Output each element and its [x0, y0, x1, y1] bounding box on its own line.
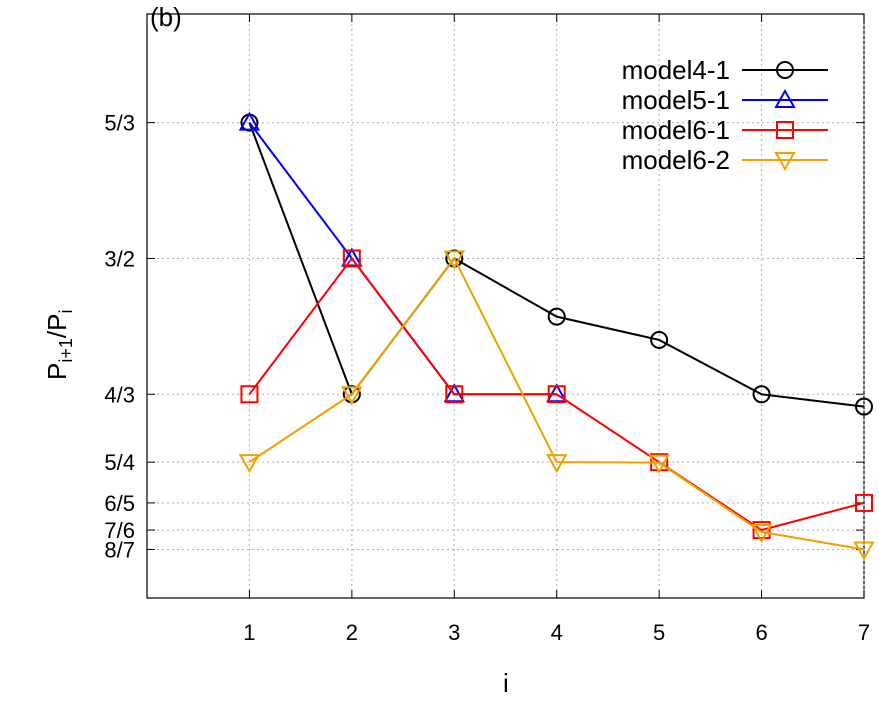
- data-point-model6-2: [648, 454, 670, 474]
- x-axis-label: i: [503, 668, 509, 698]
- y-axis-label: Pi+1/Pi: [42, 309, 77, 380]
- data-point-model6-1: [240, 385, 259, 404]
- legend-marker-model6-2: [774, 152, 796, 172]
- series-line-model6-2: [248, 256, 865, 551]
- y-tick-label: 5/4: [104, 450, 135, 475]
- data-point-model4-1: [547, 307, 566, 326]
- x-tick-label: 2: [346, 620, 358, 645]
- legend-marker-model6-1: [776, 121, 794, 139]
- x-tick-label: 5: [653, 620, 665, 645]
- y-tick-label: 6/5: [104, 491, 135, 516]
- legend-label: model4-1: [622, 55, 730, 85]
- data-point-model5-1: [238, 111, 261, 131]
- data-point-model4-1: [855, 397, 873, 416]
- data-point-model4-1: [650, 330, 669, 349]
- y-tick-label: 7/6: [104, 518, 135, 543]
- y-tick-label: 3/2: [104, 246, 135, 271]
- data-point-model6-2: [341, 386, 363, 406]
- x-tick-label: 6: [755, 620, 767, 645]
- y-tick-label: 5/3: [104, 111, 135, 136]
- y-tick-label: 8/7: [104, 537, 135, 562]
- x-tick-label: 4: [551, 620, 563, 645]
- legend-marker-model5-1: [774, 88, 796, 108]
- data-point-model6-1: [855, 493, 873, 512]
- x-tick-label: 1: [243, 620, 255, 645]
- data-point-model6-2: [750, 523, 773, 544]
- legend-label: model6-2: [622, 145, 730, 175]
- x-tick-label: 3: [448, 620, 460, 645]
- y-tick-label: 4/3: [104, 382, 135, 407]
- data-point-model6-2: [238, 454, 261, 474]
- data-point-model6-2: [443, 250, 465, 270]
- data-point-model6-1: [445, 385, 464, 404]
- x-tick-label: 7: [858, 620, 870, 645]
- panel-label: (b): [150, 2, 182, 32]
- legend-label: model6-1: [622, 115, 730, 145]
- legend-marker-model4-1: [776, 61, 794, 79]
- data-point-model6-2: [853, 541, 875, 561]
- legend-label: model5-1: [622, 85, 730, 115]
- data-point-model6-1: [547, 385, 566, 404]
- data-point-model4-1: [752, 385, 771, 404]
- data-point-model6-1: [342, 249, 361, 268]
- series-line-model6-1: [248, 256, 865, 532]
- data-point-model6-1: [752, 521, 771, 540]
- plot-frame: [146, 13, 865, 599]
- data-point-model6-2: [546, 454, 568, 474]
